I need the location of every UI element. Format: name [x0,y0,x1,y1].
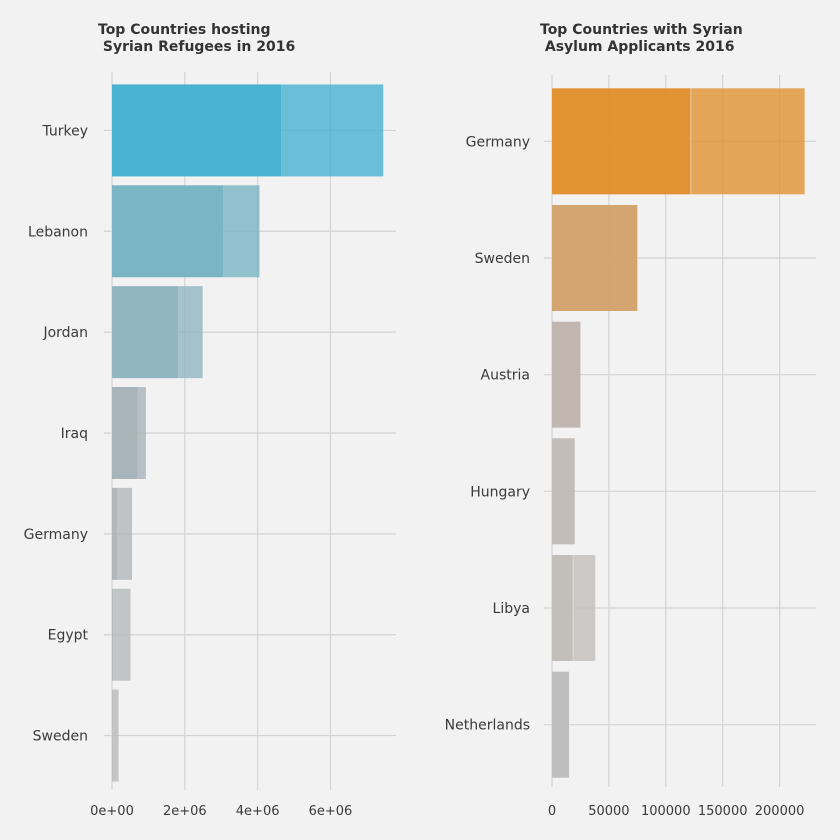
left-bar-iraq-segment-1 [112,387,138,479]
left-y-tick-label: Egypt [48,628,89,644]
left-bar-iraq-segment-2 [137,387,146,479]
right-y-tick-label: Libya [493,601,530,617]
right-bar-libya-segment-1 [552,555,574,661]
right-bar-germany-segment-2 [690,88,805,195]
left-y-tick-label: Germany [24,527,88,543]
right-x-tick-label: 50000 [588,804,629,819]
left-y-tick-label: Iraq [61,426,88,442]
left-bar-lebanon-segment-2 [223,185,260,278]
right-y-tick-label: Sweden [475,251,530,267]
right-bar-hungary-segment-1 [552,438,575,545]
right-x-tick-label: 200000 [755,804,805,819]
right-y-tick-label: Hungary [470,484,530,500]
left-y-tick-label: Lebanon [28,224,88,240]
left-bar-lebanon-segment-1 [112,185,224,278]
right-chart-title: Top Countries with Syrian Asylum Applica… [540,22,743,55]
left-bar-germany-segment-2 [117,487,133,580]
right-bar-sweden-segment-1 [552,205,638,311]
right-y-tick-label: Austria [481,368,530,384]
right-y-tick-label: Netherlands [445,718,530,734]
right-bar-germany-segment-1 [552,88,691,195]
left-bar-sweden-segment-2 [112,689,119,782]
left-x-tick-label: 0e+00 [90,804,134,819]
right-bar-netherlands-segment-1 [552,671,570,778]
left-y-tick-label: Turkey [41,123,88,139]
right-bar-austria-segment-1 [552,321,581,428]
left-bar-turkey-segment-1 [112,84,282,177]
right-x-tick-label: 0 [548,804,556,819]
left-y-tick-label: Jordan [42,325,88,341]
left-x-tick-label: 4e+06 [236,804,280,819]
right-bar-libya-segment-2 [573,555,596,661]
left-bar-egypt-segment-1 [112,588,114,681]
left-y-tick-label: Sweden [33,729,88,745]
left-bar-jordan-segment-1 [112,286,179,379]
left-bar-germany-segment-1 [112,487,118,580]
left-chart-title: Top Countries hosting Syrian Refugees in… [98,22,296,55]
right-y-tick-label: Germany [466,134,530,150]
left-bar-turkey-segment-2 [281,84,384,177]
right-x-tick-label: 100000 [641,804,691,819]
left-bar-egypt-segment-2 [113,588,131,681]
left-x-tick-label: 6e+06 [309,804,353,819]
left-bar-jordan-segment-2 [178,286,203,379]
left-x-tick-label: 2e+06 [163,804,207,819]
right-x-tick-label: 150000 [698,804,748,819]
